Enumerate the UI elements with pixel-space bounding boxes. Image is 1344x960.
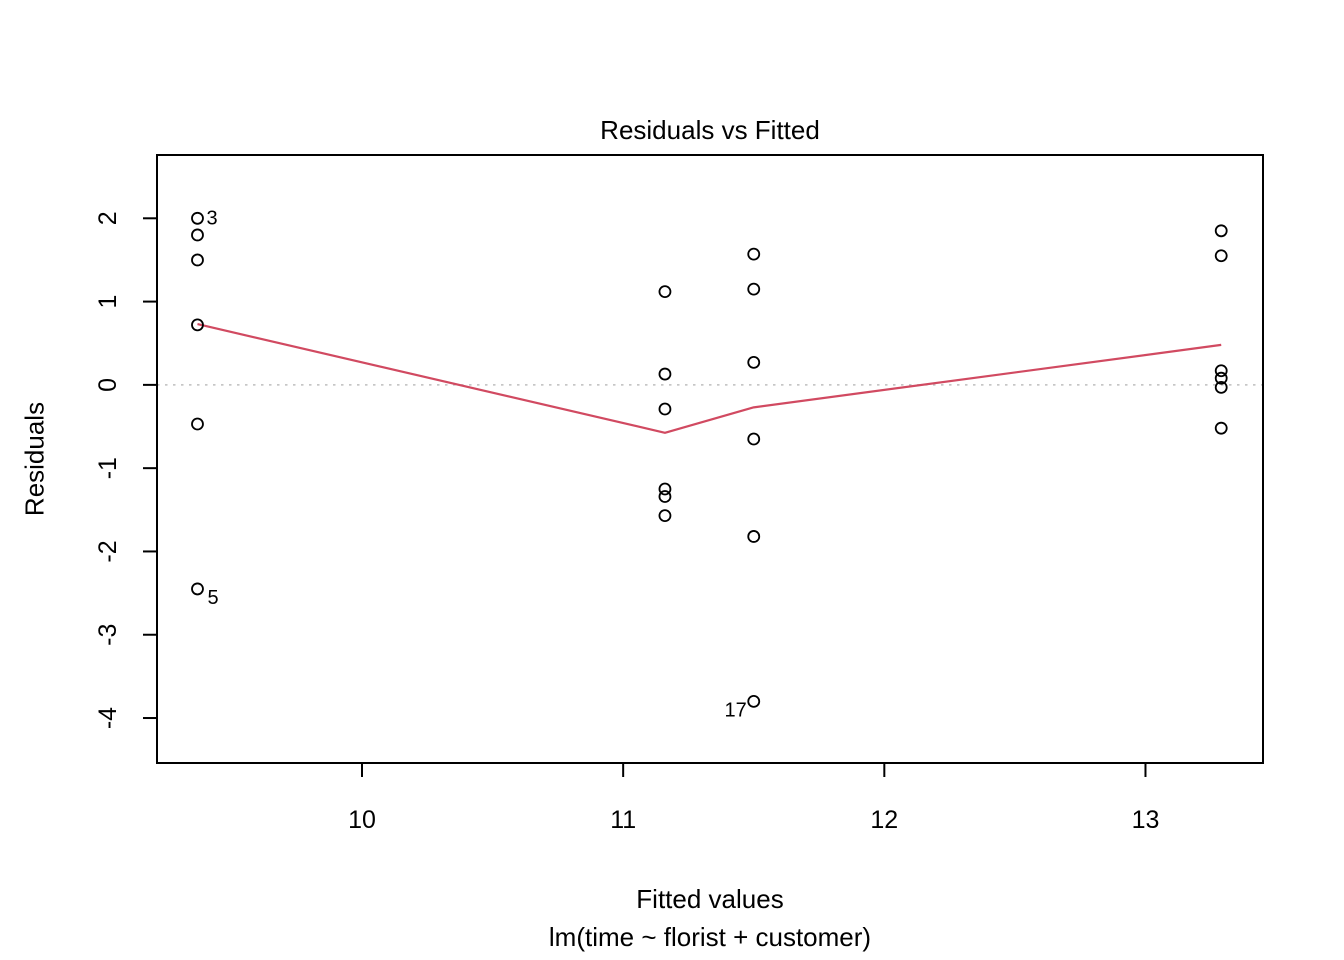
x-axis-label: Fitted values xyxy=(636,884,784,914)
x-tick-label: 12 xyxy=(870,806,898,834)
data-point xyxy=(747,694,761,708)
y-tick-label: 1 xyxy=(94,295,122,309)
data-point xyxy=(747,355,761,369)
data-point xyxy=(658,509,672,523)
data-point xyxy=(1214,364,1228,378)
y-tick-label: 2 xyxy=(94,211,122,225)
y-tick-label: -2 xyxy=(94,540,122,562)
data-point xyxy=(1214,224,1228,238)
chart-title: Residuals vs Fitted xyxy=(600,115,820,145)
lowess-smooth-line xyxy=(197,323,1222,434)
data-point xyxy=(191,253,204,267)
y-tick-label: -1 xyxy=(94,457,122,479)
point-label: 5 xyxy=(207,587,218,609)
point-label: 3 xyxy=(206,207,217,229)
y-axis-label: Residuals xyxy=(19,401,50,517)
data-point xyxy=(658,285,672,298)
data-point xyxy=(658,367,672,381)
model-formula-label: lm(time ~ florist + customer) xyxy=(548,922,872,952)
y-tick-label: -3 xyxy=(94,624,122,646)
data-point xyxy=(658,402,672,416)
plot-box xyxy=(156,154,1264,764)
data-point xyxy=(658,490,672,503)
data-point xyxy=(191,318,204,332)
data-point xyxy=(191,228,204,242)
x-tick-label: 10 xyxy=(348,806,376,834)
y-tick-label: 0 xyxy=(94,378,122,392)
data-point xyxy=(747,247,761,261)
data-point xyxy=(191,417,204,431)
data-point xyxy=(747,530,761,543)
data-point xyxy=(1214,421,1228,435)
data-point xyxy=(191,211,204,225)
data-point xyxy=(191,582,204,596)
point-label: 17 xyxy=(724,699,746,721)
data-point xyxy=(1214,380,1228,394)
y-tick-label: -4 xyxy=(94,707,122,729)
x-tick-label: 13 xyxy=(1132,806,1160,834)
data-point xyxy=(1214,371,1228,385)
data-point xyxy=(747,432,761,446)
data-point xyxy=(747,282,761,296)
data-point xyxy=(1214,249,1228,263)
data-point xyxy=(658,482,672,496)
x-tick-label: 11 xyxy=(610,806,636,834)
